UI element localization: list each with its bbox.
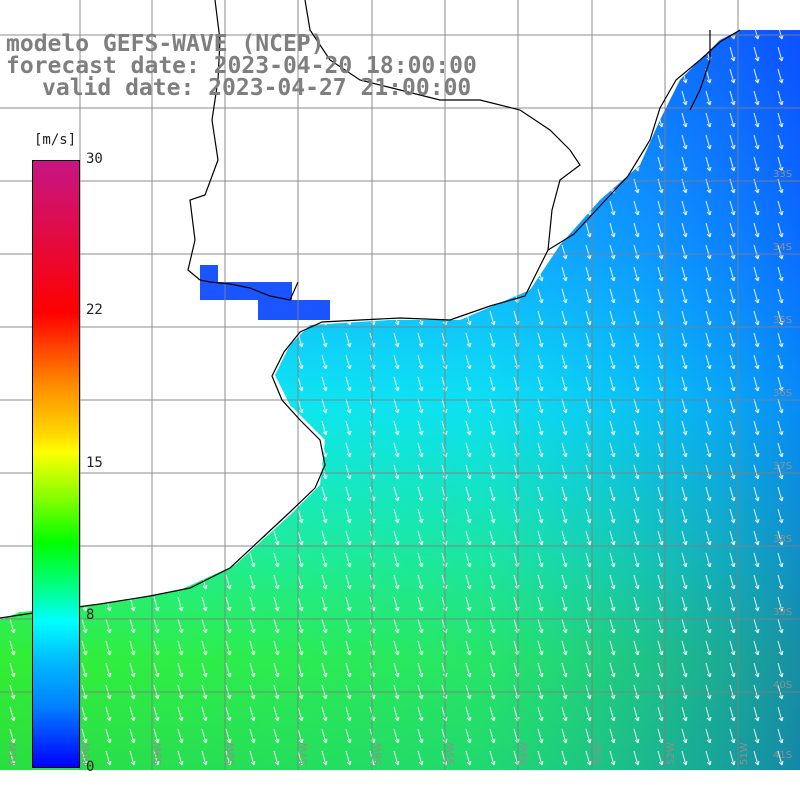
lon-label-53w: 53W (593, 742, 604, 765)
lat-label-36s: 36S (773, 388, 792, 399)
lat-label-37s: 37S (773, 461, 792, 472)
lon-label-55w: 55W (446, 742, 457, 765)
lon-label-57w: 57W (299, 742, 310, 765)
lon-label-60w: 60W (81, 742, 92, 765)
colorbar-tick-30: 30 (86, 151, 103, 167)
lat-label-33s: 33S (773, 169, 792, 180)
lat-label-35s: 35S (773, 315, 792, 326)
lat-lon-grid (0, 0, 800, 770)
lon-labels: 61W 60W 59W 58W 57W 56W 55W 54W 53W 52W … (8, 742, 750, 765)
coastline (0, 0, 741, 619)
lat-label-40s: 40S (773, 680, 792, 691)
colorbar-tick-22: 22 (86, 302, 103, 318)
lon-label-52w: 52W (666, 742, 677, 765)
lon-label-51w: 51W (739, 742, 750, 765)
forecast-date: forecast date: 2023-04-20 18:00:00 (6, 53, 477, 79)
lat-label-39s: 39S (773, 607, 792, 618)
colorbar-tick-15: 15 (86, 455, 103, 471)
lat-label-34s: 34S (773, 242, 792, 253)
lon-label-54w: 54W (519, 742, 530, 765)
lon-label-61w: 61W (8, 742, 19, 765)
valid-date: valid date: 2023-04-27 21:00:00 (42, 75, 472, 101)
colorbar (32, 160, 80, 768)
colorbar-tick-0: 0 (86, 759, 95, 775)
lon-label-56w: 56W (373, 742, 384, 765)
colorbar-tick-8: 8 (86, 607, 95, 623)
lat-label-41s: 41S (773, 750, 792, 761)
lon-label-59w: 59W (153, 742, 164, 765)
colorbar-unit: [m/s] (34, 132, 77, 148)
sea-field (0, 30, 800, 770)
model-title: modelo GEFS-WAVE (NCEP) (6, 31, 325, 57)
lat-label-38s: 38S (773, 534, 792, 545)
estuary-area (200, 265, 330, 320)
lat-labels: 33S 34S 35S 36S 37S 38S 39S 40S 41S (773, 169, 792, 761)
lon-label-58w: 58W (226, 742, 237, 765)
